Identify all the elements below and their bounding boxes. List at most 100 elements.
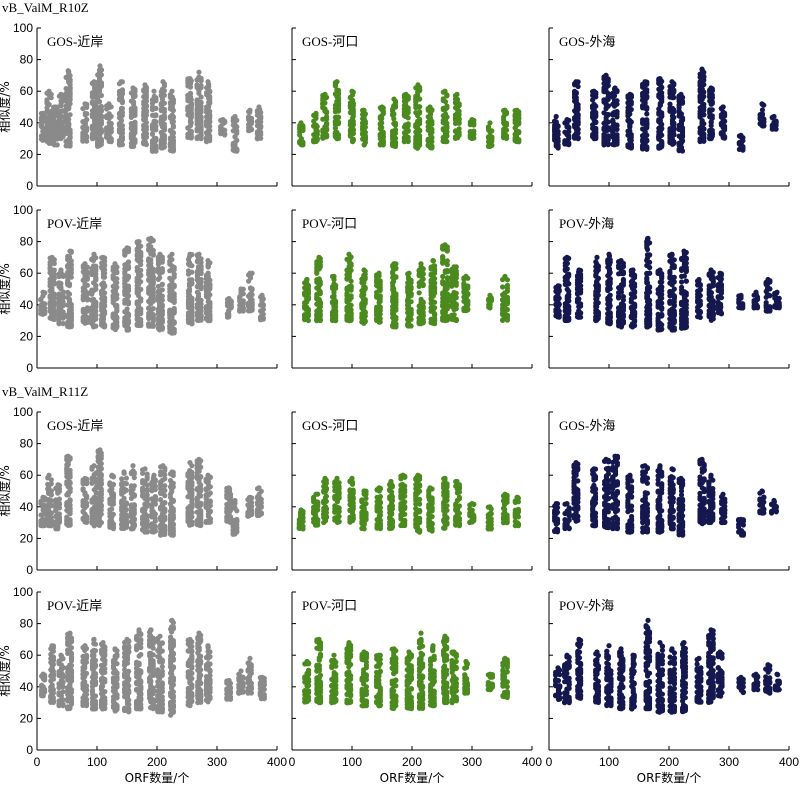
- data-point: [709, 115, 715, 121]
- y-tick-label: 80: [20, 235, 34, 249]
- data-point: [556, 288, 562, 294]
- data-point: [125, 320, 132, 326]
- data-point: [432, 284, 438, 290]
- data-point: [361, 267, 367, 273]
- data-point: [51, 280, 57, 286]
- data-point: [108, 113, 114, 119]
- data-point: [380, 129, 386, 135]
- data-point: [226, 313, 232, 319]
- data-point: [465, 291, 471, 297]
- data-point: [432, 290, 438, 296]
- data-point: [114, 284, 120, 290]
- data-point: [556, 295, 562, 301]
- data-point: [130, 85, 136, 91]
- data-point: [170, 119, 176, 125]
- data-point: [161, 100, 167, 106]
- data-point: [170, 124, 176, 130]
- data-point: [132, 109, 138, 115]
- data-point: [324, 114, 330, 120]
- data-point: [198, 129, 204, 135]
- data-point: [432, 299, 438, 305]
- data-point: [393, 265, 399, 272]
- data-point: [659, 90, 665, 96]
- data-point: [444, 313, 450, 319]
- data-point: [405, 96, 411, 102]
- data-point: [198, 277, 204, 283]
- data-point: [442, 99, 449, 105]
- data-point: [232, 113, 238, 120]
- data-point: [444, 246, 450, 252]
- data-point: [222, 132, 228, 138]
- data-point: [125, 286, 132, 292]
- data-point: [84, 276, 90, 282]
- data-point: [98, 136, 104, 142]
- data-point: [671, 114, 677, 121]
- data-point: [420, 281, 426, 287]
- data-point: [153, 148, 159, 154]
- data-point: [379, 104, 385, 110]
- data-point: [96, 99, 103, 105]
- data-point: [503, 135, 510, 141]
- data-point: [84, 282, 90, 288]
- data-point: [314, 128, 320, 134]
- data-point: [136, 239, 142, 245]
- data-point: [644, 132, 650, 138]
- data-point: [108, 137, 114, 143]
- data-point: [487, 120, 493, 126]
- data-point: [150, 306, 156, 312]
- data-point: [67, 112, 73, 118]
- data-point: [627, 111, 633, 117]
- data-point: [58, 103, 64, 109]
- data-point: [46, 101, 52, 108]
- data-point: [159, 297, 165, 303]
- data-point: [84, 134, 90, 141]
- data-point: [317, 317, 323, 324]
- data-point: [305, 288, 311, 294]
- data-point: [671, 121, 677, 127]
- data-point: [348, 317, 354, 323]
- data-point: [335, 132, 342, 138]
- data-point: [740, 144, 746, 151]
- data-point: [759, 101, 765, 107]
- data-point: [93, 286, 99, 292]
- data-point: [249, 286, 255, 292]
- data-point: [51, 314, 57, 320]
- data-point: [391, 261, 397, 267]
- data-point: [198, 269, 204, 275]
- data-point: [119, 135, 125, 141]
- data-point: [593, 103, 599, 109]
- data-point: [159, 325, 165, 331]
- data-point: [453, 282, 459, 288]
- data-point: [138, 298, 144, 304]
- data-point: [66, 116, 72, 122]
- data-point: [679, 148, 686, 154]
- data-point: [669, 79, 675, 85]
- data-point: [444, 269, 450, 275]
- data-point: [96, 88, 103, 94]
- data-point: [150, 268, 156, 274]
- data-point: [248, 126, 255, 132]
- data-point: [427, 104, 433, 110]
- data-point: [324, 122, 330, 128]
- data-point: [249, 297, 255, 303]
- data-point: [260, 302, 266, 308]
- data-point: [198, 263, 204, 269]
- data-point: [160, 79, 166, 85]
- data-point: [614, 137, 620, 143]
- data-point: [348, 267, 354, 273]
- data-point: [198, 78, 204, 84]
- data-point: [556, 314, 562, 320]
- data-point: [417, 135, 423, 141]
- data-point: [170, 140, 176, 146]
- data-point: [143, 109, 149, 115]
- data-point: [125, 265, 132, 271]
- data-point: [161, 132, 167, 139]
- data-point: [432, 305, 438, 311]
- data-point: [348, 278, 354, 284]
- data-point: [416, 290, 422, 296]
- data-point: [605, 119, 611, 125]
- data-point: [487, 292, 493, 298]
- data-point: [362, 119, 368, 125]
- data-point: [226, 295, 232, 302]
- data-point: [159, 266, 165, 272]
